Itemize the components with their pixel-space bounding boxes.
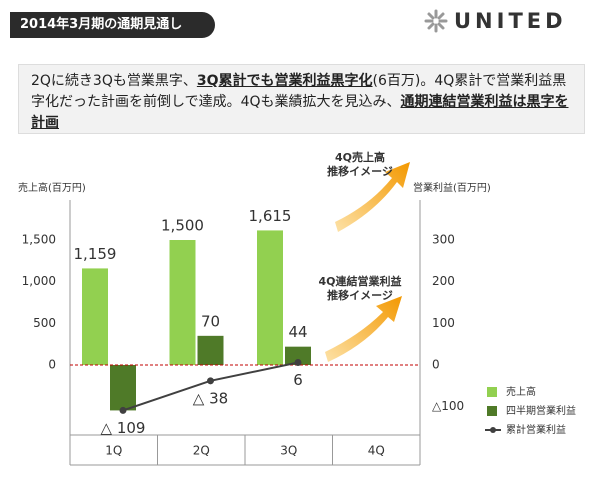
x-tick-label: 2Q bbox=[193, 444, 210, 458]
value-label: 44 bbox=[288, 323, 307, 341]
bar bbox=[110, 365, 136, 411]
y2-tick-label: 100 bbox=[432, 316, 455, 330]
y2-tick-label: 300 bbox=[432, 233, 455, 247]
bar bbox=[169, 240, 196, 365]
y2-tick-label: △100 bbox=[432, 399, 464, 413]
y2-tick-label: 200 bbox=[432, 274, 455, 288]
arrow bbox=[325, 296, 402, 362]
bar bbox=[82, 268, 108, 365]
legend-swatch bbox=[487, 387, 497, 397]
x-tick-label: 4Q bbox=[368, 444, 385, 458]
y2-axis-label: 営業利益(百万円) bbox=[413, 181, 491, 194]
value-label: 6 bbox=[293, 371, 303, 389]
x-tick-label: 1Q bbox=[105, 444, 122, 458]
y2-tick-label: 0 bbox=[432, 358, 440, 372]
legend-label: 四半期営業利益 bbox=[506, 404, 576, 417]
summary-text: (6百万)。4Q累計で営業利益黒字化だった計画を前倒しで達成。4Qも業績拡大を見… bbox=[31, 73, 567, 110]
line-point bbox=[294, 359, 302, 366]
bar bbox=[257, 230, 283, 365]
y-tick-label: 500 bbox=[33, 316, 56, 330]
bar bbox=[197, 335, 224, 365]
summary-box: 2Qに続き3Qも営業黒字、3Q累計でも営業利益黒字化(6百万)。4Q累計で営業利… bbox=[18, 64, 585, 134]
legend-label: 売上高 bbox=[506, 385, 536, 398]
value-label: 1,615 bbox=[249, 207, 292, 225]
annotation: 4Q連結営業利益 bbox=[318, 274, 401, 288]
emphasis-text: 3Q累計でも営業利益黒字化 bbox=[196, 73, 373, 89]
line-point bbox=[119, 406, 127, 414]
arrow bbox=[335, 162, 410, 232]
value-label: 1,159 bbox=[74, 245, 117, 263]
y-tick-label: 0 bbox=[48, 358, 56, 372]
legend-swatch bbox=[490, 427, 496, 433]
x-tick-label: 3Q bbox=[280, 444, 297, 458]
bar bbox=[285, 346, 311, 365]
annotation: 推移イメージ bbox=[327, 288, 393, 302]
y-axis-label: 売上高(百万円) bbox=[18, 181, 86, 194]
value-label: 1,500 bbox=[161, 217, 204, 235]
summary-text: 2Qに続き3Qも営業黒字、 bbox=[31, 73, 197, 89]
value-label: △ 38 bbox=[193, 389, 228, 407]
annotation: 推移イメージ bbox=[327, 164, 393, 178]
y-tick-label: 1,500 bbox=[22, 233, 56, 247]
header-title: 2014年3月期の通期見通し bbox=[10, 12, 215, 38]
y-tick-label: 1,000 bbox=[22, 274, 56, 288]
legend-label: 累計営業利益 bbox=[506, 423, 566, 436]
emphasis-text: 通期連結営業利益は黒字を計画 bbox=[31, 94, 569, 131]
value-label: △ 109 bbox=[101, 419, 146, 437]
line-point bbox=[207, 377, 214, 385]
logo-text: UNITED bbox=[454, 9, 567, 33]
value-label: 70 bbox=[201, 312, 220, 330]
legend-swatch bbox=[487, 406, 497, 416]
annotation: 4Q売上高 bbox=[335, 150, 385, 164]
logo: UNITED bbox=[424, 9, 567, 33]
